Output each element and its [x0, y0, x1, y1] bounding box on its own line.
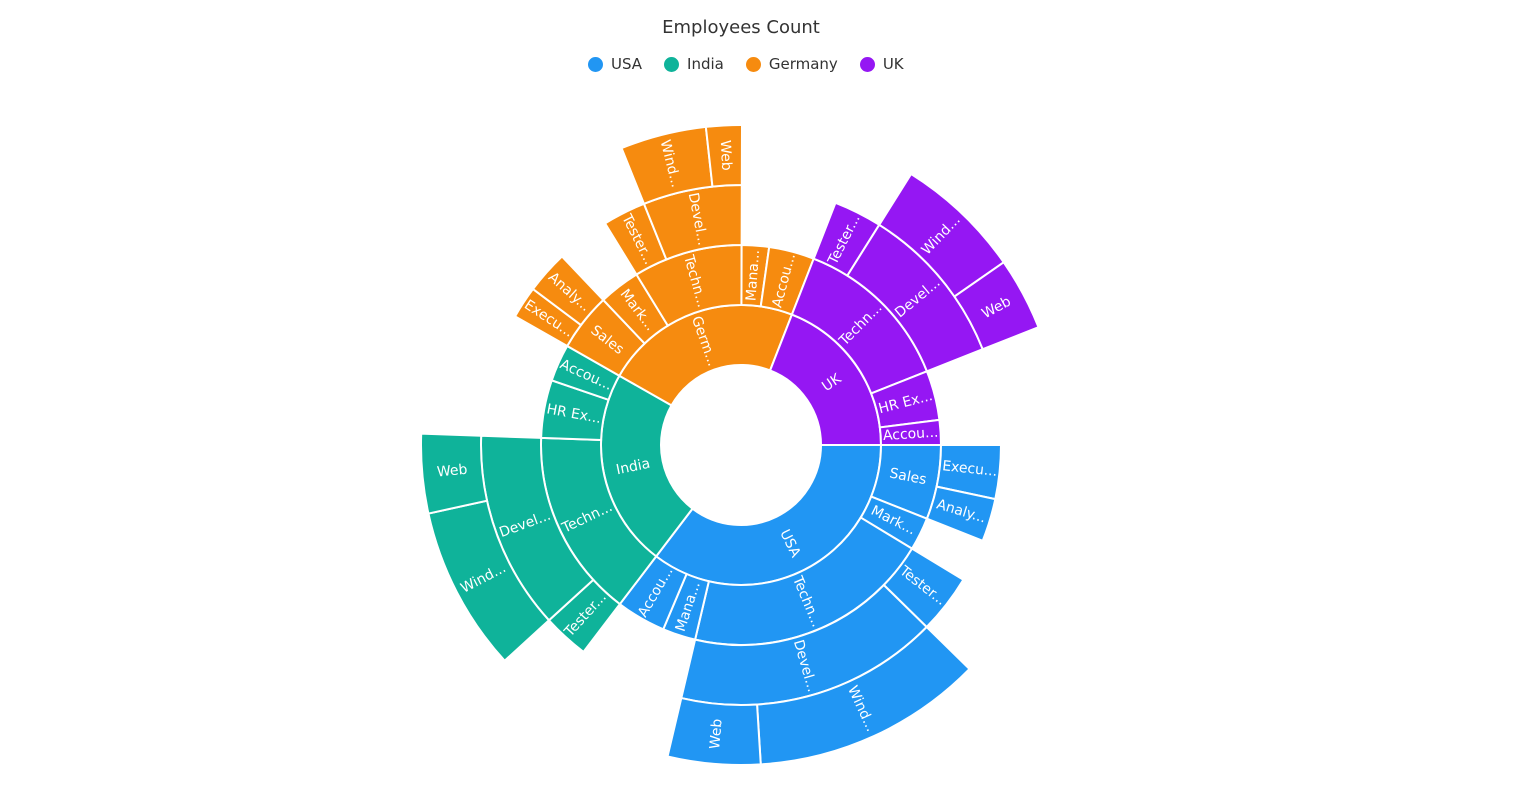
legend-item-usa[interactable]: USA: [588, 55, 642, 73]
segment-label: Sales: [888, 466, 928, 489]
legend-label: USA: [611, 55, 643, 73]
legend-item-india[interactable]: India: [664, 55, 724, 73]
segment-label: Mana...: [743, 249, 763, 301]
segment-label: Execu...: [941, 458, 998, 480]
segment-label: Web: [717, 140, 735, 171]
legend-item-germany[interactable]: Germany: [745, 55, 838, 73]
legend-label: UK: [882, 55, 904, 73]
segment-label: India: [615, 456, 652, 479]
legend-marker: [745, 56, 761, 72]
legend-label: India: [687, 55, 724, 73]
legend-label: Germany: [768, 55, 838, 73]
legend-marker: [664, 56, 680, 72]
legend-item-uk[interactable]: UK: [859, 55, 904, 73]
segment-label: Web: [707, 718, 726, 750]
legend-marker: [859, 56, 875, 72]
segment-label: Web: [436, 462, 468, 481]
sunburst-segment[interactable]: [704, 124, 744, 188]
sunburst-segment[interactable]: [420, 432, 489, 515]
legend: USA India Germany UK: [588, 55, 904, 73]
legend-marker: [588, 56, 603, 72]
chart-title: Employees Count: [662, 17, 820, 38]
segment-label: Accou...: [882, 425, 938, 444]
sunburst-segment[interactable]: [666, 696, 762, 766]
sunburst-segment[interactable]: [878, 418, 943, 446]
sunburst-segment[interactable]: [953, 260, 1040, 351]
